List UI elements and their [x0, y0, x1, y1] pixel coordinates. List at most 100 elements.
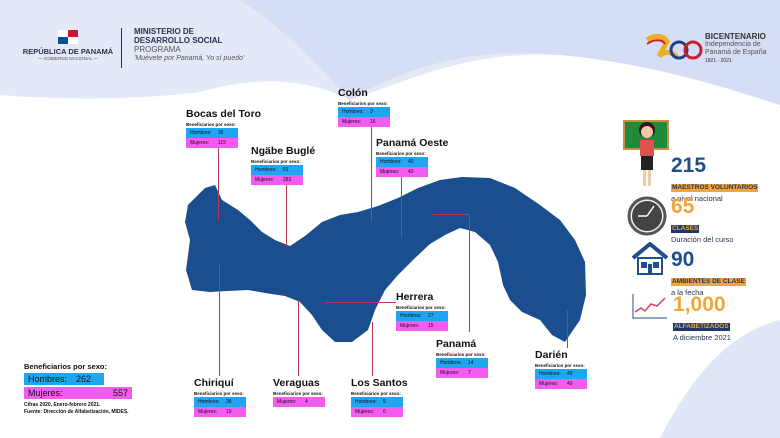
gov-subtitle: — GOBIERNO NACIONAL — [38, 56, 98, 61]
leader-line-panama [469, 215, 471, 332]
men-row: Hombres: 49 [535, 369, 587, 379]
leader-line-ngabe [286, 185, 288, 247]
women-row: Mujeres: 43 [376, 167, 428, 177]
stat-desc: A diciembre 2021 [673, 333, 731, 342]
house-icon [631, 242, 669, 275]
stat-tag: CLASES [671, 225, 700, 233]
ministry-line1: MINISTERIO DE [134, 27, 195, 36]
bicentenario-logo: BICENTENARIO Independencia de Panamá de E… [645, 30, 767, 71]
stat-value: 65 [671, 195, 695, 218]
women-row: Mujeres: 7 [436, 368, 488, 378]
province-name: Los Santos [351, 377, 408, 389]
gov-logo: REPÚBLICA DE PANAMÁ — GOBIERNO NACIONAL … [22, 30, 114, 61]
province-herrera: Herrera Beneficiarios por sexo: Hombres:… [396, 291, 448, 331]
province-darien: Darién Beneficiarios por sexo: Hombres: 4… [535, 349, 587, 389]
totals-title: Beneficiarios por sexo: [24, 362, 107, 371]
by-sex-label: Beneficiarios por sexo: [436, 352, 486, 357]
men-row: Hombres: 51 [251, 165, 303, 175]
men-row: Hombres: 14 [436, 358, 488, 368]
province-panama: Panamá Beneficiarios por sexo: Hombres: 1… [436, 338, 488, 378]
program-name: 'Muévete por Panamá, Yo sí puedo' [134, 55, 245, 62]
province-veraguas: Veraguas Beneficiarios por sexo: Mujeres… [273, 377, 325, 407]
panama-map [185, 177, 586, 342]
program-label: PROGRAMA [134, 45, 181, 54]
stat-desc: a nivel nacional [671, 194, 723, 203]
men-row: Hombres: 5 [351, 397, 403, 407]
totals-note: Cifras 2020, Enero-febrero 2021. [24, 402, 101, 408]
women-row: Mujeres: 283 [251, 175, 303, 185]
leader-line-herrera [326, 302, 396, 304]
province-panama-oeste: Panamá Oeste Beneficiarios por sexo: Hom… [376, 137, 448, 177]
province-name: Veraguas [273, 377, 320, 389]
bicentenario-title: BICENTENARIO [705, 32, 766, 41]
women-row: Mujeres: 15 [396, 321, 448, 331]
men-row: Hombres: 35 [186, 128, 238, 138]
women-row: Mujeres: 4 [273, 397, 325, 407]
women-row: Mujeres: 49 [535, 379, 587, 389]
province-name: Panamá [436, 338, 477, 350]
leader-line-colon [371, 127, 373, 222]
divider [121, 28, 122, 68]
province-name: Colón [338, 87, 368, 99]
by-sex-label: Beneficiarios por sexo: [396, 305, 446, 310]
by-sex-label: Beneficiarios por sexo: [376, 151, 426, 156]
leader-line-veraguas [298, 300, 300, 376]
by-sex-label: Beneficiarios por sexo: [535, 363, 585, 368]
stat-value: 215 [671, 154, 707, 177]
stat-literate: 1,000 ALFABETIZADOS A diciembre 2021 [673, 293, 731, 342]
stat-value: 1,000 [673, 293, 726, 316]
panama-flag-icon [58, 30, 78, 44]
men-row: Hombres: 3 [338, 107, 390, 117]
province-name: Darién [535, 349, 568, 361]
leader-line-darien [567, 310, 569, 348]
bicentenario-line2: Panamá de España [705, 48, 767, 56]
province-name: Chiriquí [194, 377, 234, 389]
men-row: Hombres: 40 [376, 157, 428, 167]
men-row: Hombres: 27 [396, 311, 448, 321]
women-row: Mujeres: 16 [338, 117, 390, 127]
totals-men-bar: Hombres: 262 [24, 373, 104, 385]
province-name: Panamá Oeste [376, 137, 449, 149]
women-row: Mujeres: 6 [351, 407, 403, 417]
stat-desc: a la fecha [671, 288, 704, 297]
province-los-santos: Los Santos Beneficiarios por sexo: Hombr… [351, 377, 408, 417]
stat-desc: Duración del curso [671, 235, 734, 244]
province-name: Ngäbe Buglé [251, 145, 316, 157]
stat-environments: 90 AMBIENTES DE CLASE a la fecha [671, 248, 746, 297]
province-bocas-del-toro: Bocas del Toro Beneficiarios por sexo: H… [186, 108, 261, 148]
stat-tag: MAESTROS VOLUNTARIOS [671, 184, 759, 192]
totals-source: Fuente: Dirección de Alfabetización, MID… [24, 408, 129, 415]
leader-line-bocas [218, 148, 220, 220]
totals-block: Beneficiarios por sexo: Hombres: 262 Muje… [24, 362, 132, 415]
totals-women-bar: Mujeres: 557 [24, 387, 132, 399]
bicentenario-line1: Independencia de [705, 41, 761, 48]
women-row: Mujeres: 115 [186, 138, 238, 148]
by-sex-label: Beneficiarios por sexo: [351, 391, 401, 396]
stat-tag: AMBIENTES DE CLASE [671, 278, 746, 286]
by-sex-label: Beneficiarios por sexo: [273, 391, 323, 396]
by-sex-label: Beneficiarios por sexo: [186, 122, 236, 127]
bicentenario-years: 1821 - 2021 [705, 58, 732, 64]
clock-icon [627, 196, 667, 236]
men-row: Hombres: 38 [194, 397, 246, 407]
province-chiriqui: Chiriquí Beneficiarios por sexo: Hombres… [194, 377, 246, 417]
leader-line-panama-oeste [401, 177, 403, 237]
chart-icon [632, 294, 667, 319]
teacher-icon [623, 120, 669, 186]
by-sex-label: Beneficiarios por sexo: [251, 159, 301, 164]
ministry-block: MINISTERIO DE DESARROLLO SOCIAL PROGRAMA… [134, 27, 244, 63]
leader-line-los-santos [372, 322, 374, 376]
stat-value: 90 [671, 248, 695, 271]
province-ngabe-bugle: Ngäbe Buglé Beneficiarios por sexo: Homb… [251, 145, 315, 185]
stat-classes: 65 CLASES Duración del curso [671, 195, 734, 244]
stat-teachers: 215 MAESTROS VOLUNTARIOS a nivel naciona… [671, 154, 759, 203]
leader-line-chiriqui [219, 263, 221, 376]
province-name: Bocas del Toro [186, 108, 262, 120]
gov-title: REPÚBLICA DE PANAMÁ [22, 47, 114, 56]
leader-line-panama-h [433, 214, 469, 216]
by-sex-label: Beneficiarios por sexo: [194, 391, 244, 396]
ministry-line2: DESARROLLO SOCIAL [134, 36, 223, 45]
bicentenario-emblem-icon [645, 33, 703, 60]
women-row: Mujeres: 19 [194, 407, 246, 417]
by-sex-label: Beneficiarios por sexo: [338, 101, 388, 106]
